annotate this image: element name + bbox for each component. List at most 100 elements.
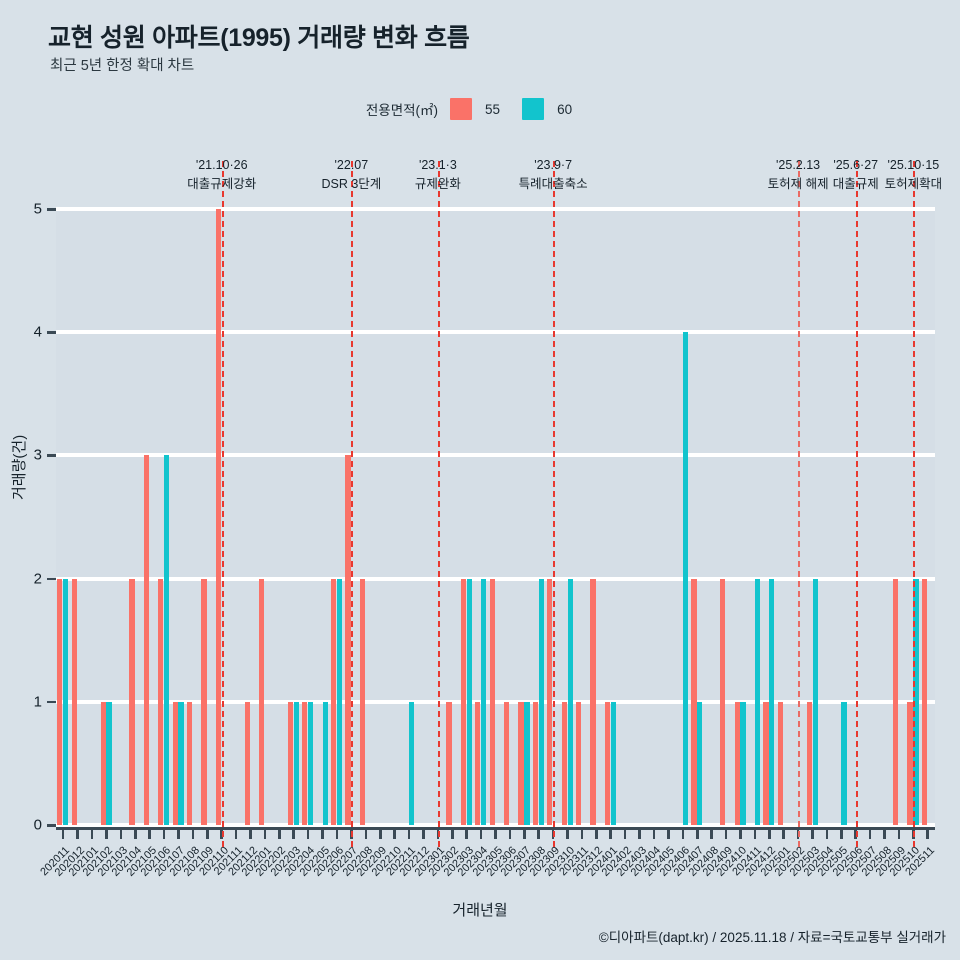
bar[interactable] <box>518 701 524 825</box>
x-tick-mark <box>249 828 252 839</box>
bar[interactable] <box>812 578 818 825</box>
bar[interactable] <box>336 578 343 825</box>
bar[interactable] <box>682 332 688 825</box>
bar[interactable] <box>409 701 415 825</box>
bar[interactable] <box>345 455 351 825</box>
plot-area <box>56 207 935 827</box>
bar[interactable] <box>524 701 530 825</box>
x-tick-mark <box>739 828 742 839</box>
x-tick-mark <box>523 828 526 839</box>
x-tick-mark <box>90 828 94 839</box>
bar[interactable] <box>331 578 337 825</box>
bar[interactable] <box>215 209 221 825</box>
x-tick-mark <box>450 828 454 839</box>
bar[interactable] <box>538 578 544 825</box>
bar[interactable] <box>308 701 314 825</box>
x-tick-mark <box>292 828 296 839</box>
x-tick-mark <box>133 828 137 839</box>
bar[interactable] <box>532 701 538 825</box>
bar[interactable] <box>100 701 106 825</box>
x-tick-mark <box>840 828 843 839</box>
y-tick-label: 3 <box>33 446 42 464</box>
bar[interactable] <box>178 701 184 825</box>
bar[interactable] <box>604 701 611 825</box>
bar[interactable] <box>610 701 616 825</box>
gridline <box>56 699 935 704</box>
bar[interactable] <box>322 701 328 825</box>
bar[interactable] <box>913 578 919 825</box>
legend-item-60[interactable]: 60 <box>522 98 572 120</box>
bar[interactable] <box>164 455 170 825</box>
event-line <box>437 161 440 847</box>
x-tick-mark <box>306 828 310 839</box>
bar[interactable] <box>143 455 149 825</box>
legend-item-55[interactable]: 55 <box>450 98 500 120</box>
y-tick-mark <box>47 824 56 827</box>
bar[interactable] <box>691 578 697 825</box>
x-tick-mark <box>494 828 497 839</box>
bar[interactable] <box>129 578 135 825</box>
event-label: '21.10·26 대출규제강화 <box>187 158 257 192</box>
x-tick-mark <box>609 828 613 839</box>
bar[interactable] <box>806 701 812 825</box>
bar[interactable] <box>475 701 481 825</box>
bar[interactable] <box>893 578 899 825</box>
bar[interactable] <box>57 578 63 825</box>
bar[interactable] <box>302 701 308 825</box>
bar[interactable] <box>697 701 703 825</box>
x-tick-mark <box>364 828 368 839</box>
bar[interactable] <box>763 701 769 825</box>
bar[interactable] <box>769 578 775 825</box>
y-tick-mark <box>47 577 56 581</box>
bar[interactable] <box>777 701 783 825</box>
bar[interactable] <box>921 578 928 825</box>
bar[interactable] <box>293 701 299 825</box>
bar[interactable] <box>576 701 582 825</box>
x-tick-mark <box>278 828 281 839</box>
x-tick-mark <box>623 828 627 839</box>
bar[interactable] <box>172 701 178 825</box>
bar[interactable] <box>734 701 740 825</box>
x-tick-mark <box>508 828 512 839</box>
bar[interactable] <box>481 578 487 825</box>
chart-legend: 전용면적(㎡) 55 60 <box>0 98 960 120</box>
bar[interactable] <box>561 701 567 825</box>
x-tick-mark <box>335 828 339 839</box>
x-tick-mark <box>652 828 656 839</box>
gridline <box>56 823 935 827</box>
bar[interactable] <box>359 578 366 825</box>
y-tick-label: 5 <box>33 200 42 218</box>
event-label: '25.2.13 토허제 해제 <box>767 158 829 192</box>
bar[interactable] <box>460 578 466 825</box>
bar[interactable] <box>504 701 510 825</box>
bar[interactable] <box>590 578 596 825</box>
bar[interactable] <box>244 701 250 825</box>
x-tick-mark <box>105 828 108 839</box>
bar[interactable] <box>489 578 495 825</box>
bar[interactable] <box>841 701 847 825</box>
x-tick-mark <box>407 828 411 839</box>
x-tick-mark <box>580 828 584 839</box>
bar[interactable] <box>186 701 193 825</box>
bar[interactable] <box>106 701 112 825</box>
x-tick-mark <box>234 828 238 839</box>
bar[interactable] <box>567 578 573 825</box>
bar[interactable] <box>158 578 164 825</box>
bar[interactable] <box>287 701 294 825</box>
legend-label-60: 60 <box>557 101 573 117</box>
bar[interactable] <box>466 578 472 825</box>
x-tick-mark <box>782 828 785 839</box>
bar[interactable] <box>446 701 452 825</box>
bar[interactable] <box>907 701 913 825</box>
bar[interactable] <box>63 578 69 825</box>
x-tick-mark <box>595 828 598 839</box>
y-tick-mark <box>47 208 56 211</box>
event-line <box>553 161 556 847</box>
bar[interactable] <box>71 578 77 825</box>
bar[interactable] <box>547 578 553 825</box>
bar[interactable] <box>740 701 746 825</box>
bar[interactable] <box>720 578 726 825</box>
bar[interactable] <box>259 578 265 825</box>
bar[interactable] <box>201 578 207 825</box>
bar[interactable] <box>754 578 761 825</box>
